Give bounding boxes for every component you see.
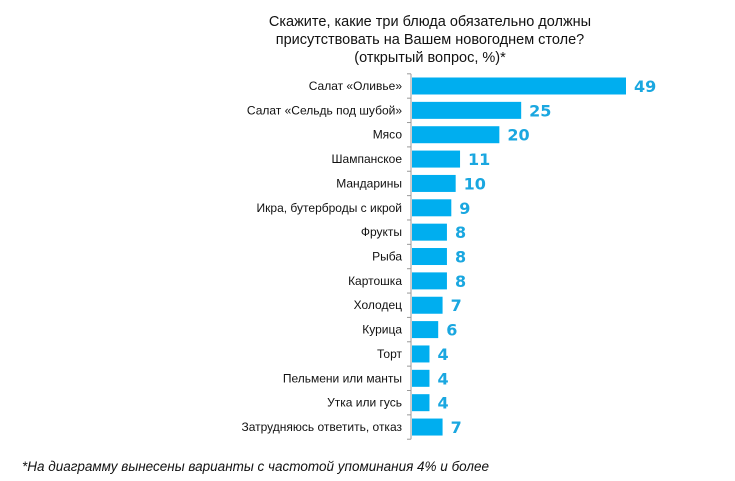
category-label: Шампанское — [332, 152, 403, 166]
value-label: 8 — [455, 223, 466, 242]
category-label: Мандарины — [336, 176, 402, 190]
bar — [412, 296, 443, 314]
category-label: Фрукты — [361, 225, 402, 239]
bar — [412, 369, 430, 387]
category-label: Торт — [377, 347, 402, 361]
value-label: 7 — [451, 418, 462, 437]
bar — [412, 248, 447, 266]
value-label: 11 — [468, 150, 490, 169]
category-label: Пельмени или манты — [283, 371, 402, 385]
title-line: Скажите, какие три блюда обязательно дол… — [268, 14, 592, 30]
value-label: 6 — [446, 321, 457, 340]
bar — [412, 394, 430, 412]
value-label: 8 — [455, 272, 466, 291]
value-label: 10 — [464, 174, 486, 193]
category-label: Мясо — [373, 128, 403, 142]
bar — [412, 174, 456, 192]
bar — [412, 199, 452, 217]
category-label: Салат «Сельдь под шубой» — [247, 103, 402, 117]
value-label: 7 — [451, 296, 462, 315]
footnote: *На диаграмму вынесены варианты с частот… — [22, 459, 490, 474]
value-label: 4 — [437, 394, 448, 413]
category-label: Утка или гусь — [327, 396, 402, 410]
chart-title: Скажите, какие три блюда обязательно дол… — [200, 13, 660, 67]
title-line: (открытый вопрос, %)* — [354, 50, 506, 66]
category-label: Рыба — [372, 250, 402, 264]
bar — [412, 272, 447, 290]
value-label: 20 — [507, 126, 529, 145]
bar — [412, 126, 500, 144]
category-label: Икра, бутерброды с икрой — [257, 201, 402, 215]
category-label: Холодец — [354, 298, 403, 312]
value-label: 9 — [459, 199, 470, 218]
bar — [412, 321, 439, 339]
category-label: Салат «Оливье» — [309, 79, 403, 93]
value-label: 25 — [529, 101, 551, 120]
value-label: 4 — [437, 369, 448, 388]
value-label: 4 — [437, 345, 448, 364]
category-label: Затрудняюсь ответить, отказ — [241, 420, 402, 434]
bar — [412, 418, 443, 436]
bar — [412, 101, 522, 119]
category-label: Курица — [362, 323, 402, 337]
category-label: Картошка — [348, 274, 402, 288]
bar — [412, 345, 430, 363]
bar — [412, 77, 626, 95]
bar — [412, 150, 461, 168]
bar — [412, 223, 447, 241]
value-label: 8 — [455, 248, 466, 267]
value-label: 49 — [634, 77, 656, 96]
title-line: присутствовать на Вашем новогоднем столе… — [275, 32, 585, 48]
